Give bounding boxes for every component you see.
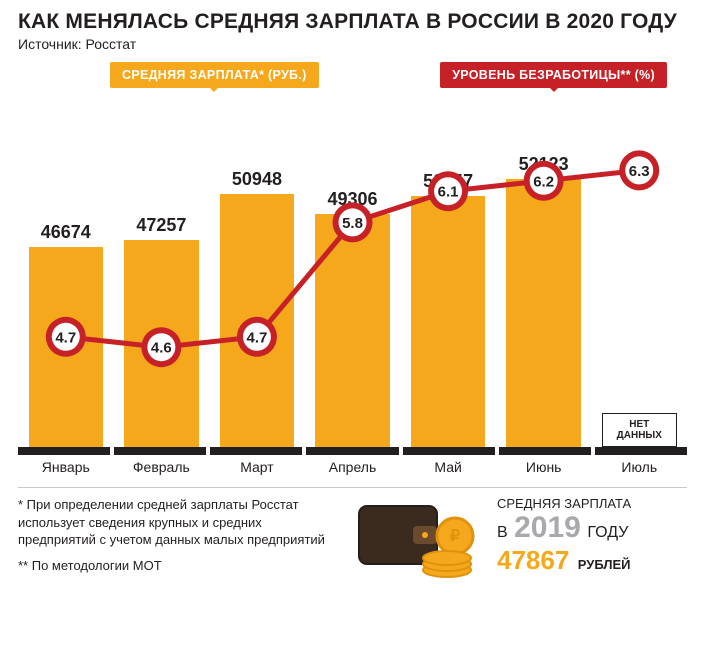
bar-value-label: 50747 xyxy=(423,171,473,192)
x-axis xyxy=(18,447,687,455)
summary-unit: РУБЛЕЙ xyxy=(578,557,631,572)
bar-value-label: 50948 xyxy=(232,169,282,190)
x-label: Апрель xyxy=(305,459,401,475)
salary-bar xyxy=(29,247,104,447)
summary-post: ГОДУ xyxy=(587,524,628,541)
wallet-coins-icon: ₽ xyxy=(355,496,485,586)
bar-value-label: 49306 xyxy=(327,189,377,210)
nodata-label: НЕТДАННЫХ xyxy=(602,413,677,447)
salary-bar xyxy=(411,196,486,447)
chart-column: 52123 xyxy=(496,110,592,447)
salary-bar xyxy=(506,179,581,447)
chart-column: НЕТДАННЫХ xyxy=(591,110,687,447)
bar-value-label: 47257 xyxy=(136,215,186,236)
x-label: Июль xyxy=(591,459,687,475)
page-title: КАК МЕНЯЛАСЬ СРЕДНЯЯ ЗАРПЛАТА В РОССИИ В… xyxy=(18,10,687,34)
footnote-b: ** По методологии МОТ xyxy=(18,557,343,575)
summary-value: 47867 xyxy=(497,545,569,576)
summary-title: СРЕДНЯЯ ЗАРПЛАТА xyxy=(497,496,687,511)
chart-column: 50747 xyxy=(400,110,496,447)
svg-text:₽: ₽ xyxy=(450,528,460,545)
summary-year: 2019 xyxy=(514,511,581,545)
footnotes: * При определении средней зарплаты Росст… xyxy=(18,496,343,582)
summary-pre: В xyxy=(497,524,508,541)
chart: СРЕДНЯЯ ЗАРПЛАТА* (РУБ.) УРОВЕНЬ БЕЗРАБО… xyxy=(18,62,687,447)
salary-bar xyxy=(315,214,390,447)
x-label: Май xyxy=(400,459,496,475)
chart-column: 47257 xyxy=(114,110,210,447)
bar-value-label: 46674 xyxy=(41,222,91,243)
x-label: Март xyxy=(209,459,305,475)
source-label: Источник: Росстат xyxy=(18,36,687,52)
footer-divider xyxy=(18,487,687,488)
x-label: Июнь xyxy=(496,459,592,475)
footnote-a: * При определении средней зарплаты Росст… xyxy=(18,496,343,549)
chart-column: 46674 xyxy=(18,110,114,447)
summary-box: СРЕДНЯЯ ЗАРПЛАТА В 2019 ГОДУ 47867 РУБЛЕ… xyxy=(497,496,687,576)
bar-value-label: 52123 xyxy=(519,154,569,175)
x-label: Январь xyxy=(18,459,114,475)
legend-salary: СРЕДНЯЯ ЗАРПЛАТА* (РУБ.) xyxy=(110,62,319,88)
salary-bar xyxy=(220,194,295,447)
x-label: Февраль xyxy=(114,459,210,475)
chart-column: 49306 xyxy=(305,110,401,447)
salary-bar xyxy=(124,240,199,447)
legend-unemployment: УРОВЕНЬ БЕЗРАБОТИЦЫ** (%) xyxy=(440,62,667,88)
x-labels: ЯнварьФевральМартАпрельМайИюньИюль xyxy=(18,459,687,475)
chart-column: 50948 xyxy=(209,110,305,447)
